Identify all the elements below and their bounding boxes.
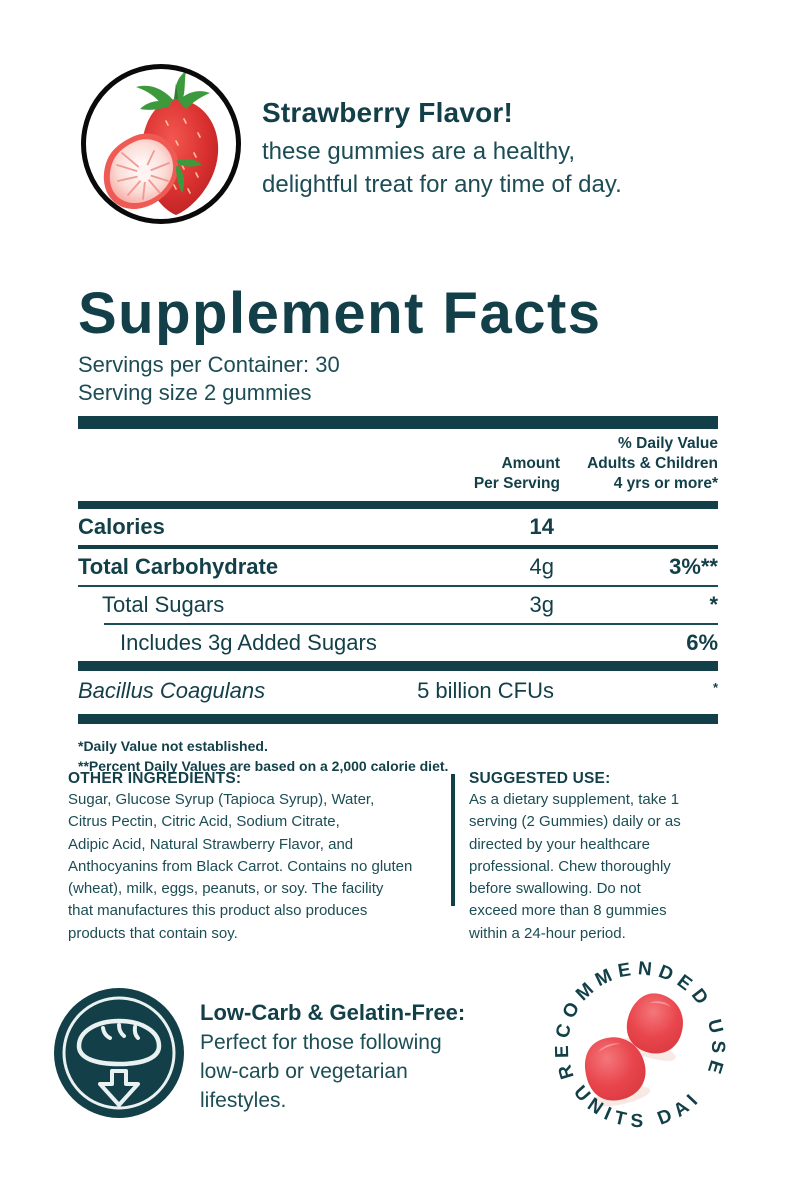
row-name: Total Sugars <box>102 592 225 617</box>
info-columns: OTHER INGREDIENTS: Sugar, Glucose Syrup … <box>68 770 732 945</box>
divider-bar-top <box>78 416 718 429</box>
suggested-use-body: As a dietary supplement, take 1 serving … <box>469 791 681 942</box>
row-daily-value: * <box>712 680 718 695</box>
row-name: Bacillus Coagulans <box>78 678 266 703</box>
flavor-description: these gummies are a healthy, delightful … <box>262 138 622 198</box>
gummy-icon <box>622 993 683 1061</box>
flavor-title: Strawberry Flavor! <box>262 97 514 128</box>
row-amount: 3g <box>529 592 554 617</box>
other-ingredients-section: OTHER INGREDIENTS: Sugar, Glucose Syrup … <box>68 770 451 945</box>
amount-column-header: Amount Per Serving <box>473 455 560 492</box>
lowcarb-heading: Low-Carb & Gelatin-Free: <box>200 1000 466 1025</box>
recommended-use-badge: RECOMMENDED USE 2 UNITS DAILY <box>532 932 739 1146</box>
row-daily-value: 3%** <box>669 554 718 579</box>
supplement-facts-title: Supplement Facts <box>78 281 602 346</box>
table-row-total-carbohydrate: Total Carbohydrate 4g 3%** <box>78 549 718 587</box>
row-amount: 14 <box>529 514 554 539</box>
row-name: Includes 3g Added Sugars <box>120 630 377 655</box>
daily-value-footnotes: *Daily Value not established. **Percent … <box>78 738 449 774</box>
divider-bar-mid <box>78 661 718 671</box>
table-row-bacillus-coagulans: Bacillus Coagulans 5 billion CFUs * <box>78 671 718 714</box>
table-row-added-sugars: Includes 3g Added Sugars 6% <box>78 625 718 661</box>
lowcarb-body: Perfect for those following low-carb or … <box>200 1031 442 1112</box>
indented-rule <box>104 623 718 625</box>
other-ingredients-heading: OTHER INGREDIENTS: <box>68 770 242 787</box>
vertical-divider <box>451 774 455 906</box>
row-daily-value: * <box>709 592 718 617</box>
table-row-calories: Calories 14 <box>78 509 718 549</box>
gummy-icon <box>584 1037 651 1107</box>
bread-arrow-down-icon <box>53 987 185 1119</box>
hero-text-block: Strawberry Flavor! these gummies are a h… <box>262 97 622 201</box>
daily-value-column-header: % Daily Value Adults & Children 4 yrs or… <box>587 435 718 492</box>
row-daily-value: 6% <box>686 630 718 655</box>
row-name: Total Carbohydrate <box>78 554 279 579</box>
row-amount: 5 billion CFUs <box>417 678 554 703</box>
row-name: Calories <box>78 514 165 539</box>
divider-bar-bottom <box>78 714 718 724</box>
supplement-facts-panel: Supplement Facts Servings per Container:… <box>78 284 718 790</box>
table-row-total-sugars: Total Sugars 3g * <box>78 587 718 623</box>
row-amount: 4g <box>529 554 554 579</box>
facts-table-header: Amount Per Serving % Daily Value Adults … <box>78 429 718 501</box>
strawberry-photo-circle <box>81 64 241 224</box>
suggested-use-section: SUGGESTED USE: As a dietary supplement, … <box>469 770 714 945</box>
servings-info: Servings per Container: 30 Serving size … <box>78 352 340 405</box>
divider-bar-header <box>78 501 718 509</box>
other-ingredients-body: Sugar, Glucose Syrup (Tapioca Syrup), Wa… <box>68 791 413 942</box>
strawberry-image-icon <box>103 71 219 215</box>
suggested-use-heading: SUGGESTED USE: <box>469 770 611 787</box>
lowcarb-text-block: Low-Carb & Gelatin-Free: Perfect for tho… <box>200 1000 465 1115</box>
